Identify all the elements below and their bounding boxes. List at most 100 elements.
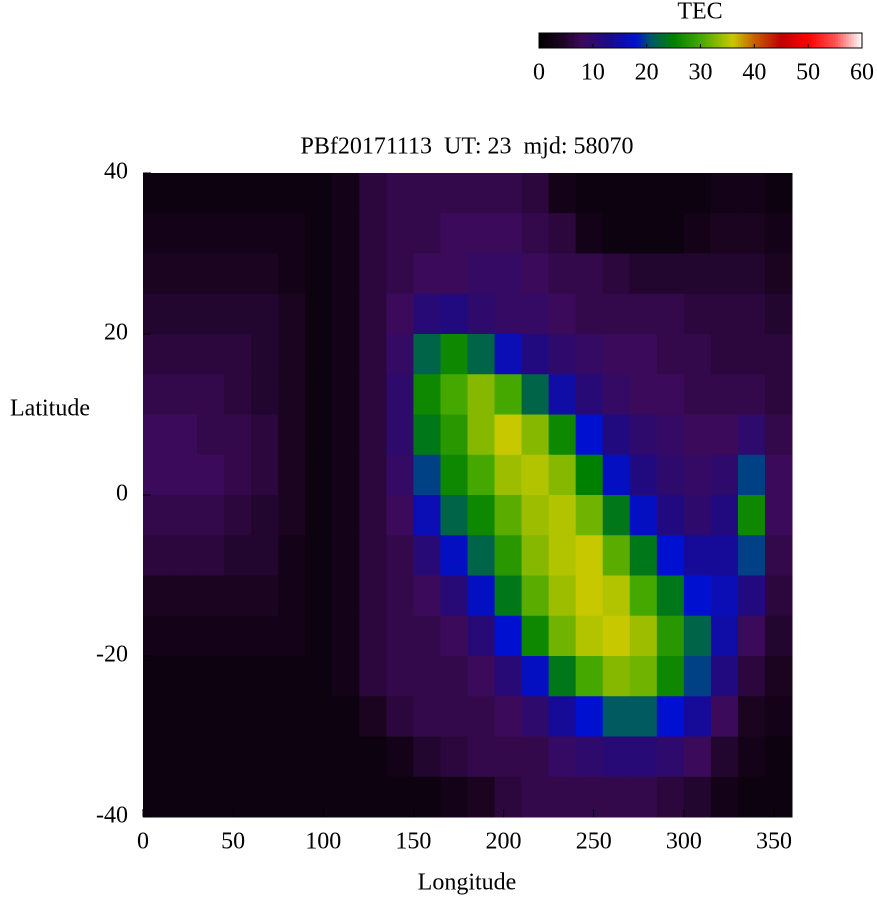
- colorbar-segment: [767, 33, 771, 48]
- colorbar-segment: [853, 33, 858, 48]
- colorbar-segment: [678, 33, 683, 48]
- colorbar-segment: [611, 33, 615, 48]
- colorbar-segment: [595, 33, 599, 48]
- colorbar-segment: [754, 33, 758, 48]
- heatmap-cell: [710, 213, 739, 254]
- heatmap-cell: [197, 454, 225, 496]
- heatmap-cell: [467, 776, 496, 818]
- heatmap-cell: [629, 615, 658, 657]
- colorbar-segment: [781, 33, 785, 48]
- colorbar-segment: [816, 33, 820, 48]
- heatmap-cell: [332, 173, 360, 214]
- heatmap-cell: [170, 293, 198, 335]
- colorbar-segment: [549, 33, 553, 48]
- heatmap-cell: [143, 454, 171, 496]
- heatmap-cell: [332, 414, 360, 456]
- heatmap-cell: [305, 293, 333, 335]
- heatmap-cell: [656, 253, 685, 295]
- heatmap-cell: [170, 334, 198, 375]
- heatmap-cell: [413, 656, 441, 697]
- heatmap-cell: [332, 615, 360, 657]
- heatmap-cell: [656, 776, 685, 818]
- heatmap-cell: [332, 575, 360, 617]
- heatmap-cell: [764, 736, 793, 778]
- heatmap-cell: [575, 334, 604, 375]
- heatmap-cell: [251, 293, 279, 335]
- colorbar-segment: [722, 33, 726, 48]
- heatmap-cell: [413, 414, 441, 456]
- colorbar-segment: [805, 33, 809, 48]
- colorbar-segment: [821, 33, 825, 48]
- heatmap-cell: [467, 535, 496, 576]
- heatmap-cell: [521, 414, 550, 456]
- colorbar-segment: [557, 33, 562, 48]
- heatmap-cell: [737, 374, 766, 415]
- heatmap-cell: [683, 334, 712, 375]
- colorbar-segment: [555, 33, 559, 48]
- colorbar-segment: [652, 33, 656, 48]
- heatmap-cell: [413, 495, 441, 536]
- heatmap-cell: [656, 656, 685, 697]
- heatmap-cell: [440, 535, 468, 576]
- heatmap-cell: [224, 776, 252, 818]
- colorbar-segment: [735, 33, 739, 48]
- heatmap-cell: [359, 334, 387, 375]
- heatmap-cell: [494, 696, 523, 737]
- heatmap-cell: [548, 495, 577, 536]
- heatmap-cell: [602, 293, 631, 335]
- heatmap-cell: [305, 454, 333, 496]
- heatmap-cell: [764, 615, 793, 657]
- heatmap-cell: [332, 253, 360, 295]
- colorbar-segment: [751, 33, 755, 48]
- heatmap-cell: [683, 414, 712, 456]
- heatmap-cell: [629, 454, 658, 496]
- heatmap-cell: [629, 374, 658, 415]
- heatmap-cell: [764, 213, 793, 254]
- heatmap-cell: [602, 173, 631, 214]
- colorbar-segment: [716, 33, 720, 48]
- x-tick-label: 300: [666, 829, 702, 855]
- heatmap-cell: [494, 776, 523, 818]
- heatmap-cell: [494, 213, 523, 254]
- colorbar-segment: [835, 33, 839, 48]
- colorbar-segment: [759, 33, 763, 48]
- heatmap-cell: [602, 575, 631, 617]
- heatmap-cell: [197, 213, 225, 254]
- colorbar-segment: [687, 33, 691, 48]
- heatmap-cell: [386, 495, 414, 536]
- heatmap-cell: [197, 334, 225, 375]
- heatmap-cell: [251, 374, 279, 415]
- heatmap-cell: [548, 414, 577, 456]
- heatmap-cell: [170, 736, 198, 778]
- heatmap-cell: [440, 736, 468, 778]
- colorbar-segment: [713, 33, 718, 48]
- heatmap-cell: [710, 535, 739, 576]
- heatmap-cell: [413, 293, 441, 335]
- colorbar-segment: [641, 33, 645, 48]
- heatmap-cell: [494, 656, 523, 697]
- heatmap-cell: [332, 736, 360, 778]
- heatmap-cell: [737, 736, 766, 778]
- colorbar-tick-label: 30: [689, 60, 713, 86]
- heatmap-cell: [305, 334, 333, 375]
- y-tick-label: 20: [104, 320, 128, 346]
- heatmap-cell: [251, 535, 279, 576]
- colorbar-segment: [573, 33, 578, 48]
- heatmap-cell: [764, 293, 793, 335]
- heatmap-cell: [305, 656, 333, 697]
- heatmap-cell: [575, 776, 604, 818]
- heatmap-cell: [305, 615, 333, 657]
- x-tick-label: 200: [486, 829, 522, 855]
- heatmap-cell: [224, 615, 252, 657]
- heatmap-cell: [359, 736, 387, 778]
- colorbar-segment: [740, 33, 745, 48]
- heatmap-cell: [656, 334, 685, 375]
- heatmap-cell: [305, 696, 333, 737]
- colorbar-segment: [673, 33, 677, 48]
- heatmap-cell: [575, 293, 604, 335]
- colorbar-segment: [724, 33, 728, 48]
- heatmap-cell: [170, 656, 198, 697]
- colorbar-segment: [627, 33, 632, 48]
- colorbar-segment: [662, 33, 667, 48]
- heatmap-cell: [386, 414, 414, 456]
